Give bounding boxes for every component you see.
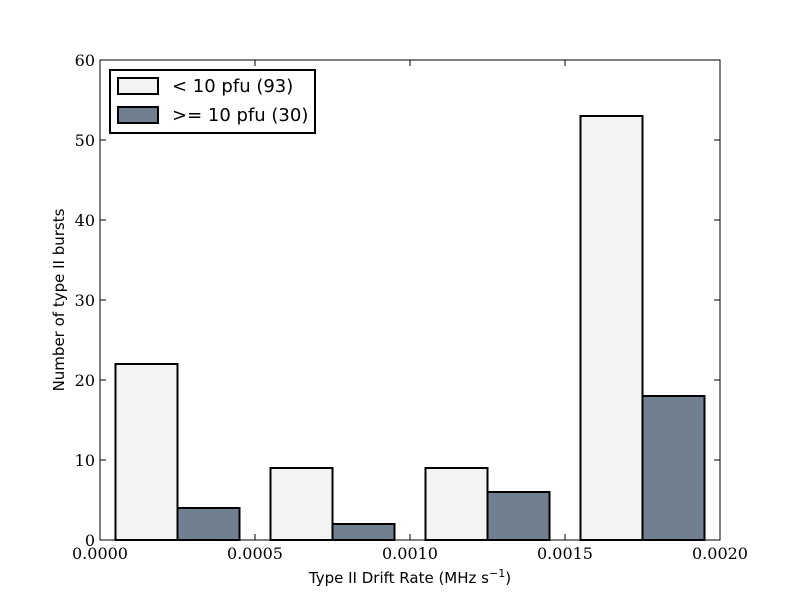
legend-swatch-above-10	[117, 106, 159, 124]
plot-frame	[99, 59, 721, 541]
y-tick-label: 0	[85, 531, 95, 550]
bars-layer	[114, 115, 706, 541]
y-tick-label: 50	[75, 131, 95, 150]
y-tick-label: 40	[75, 211, 95, 230]
x-tick-label: 0.0015	[537, 544, 593, 563]
legend-swatch-below-10	[117, 77, 159, 95]
x-tick-label: 0.0020	[692, 544, 748, 563]
x-tick-label: 0.0010	[382, 544, 438, 563]
bar-below-10-bin-2	[424, 467, 489, 541]
x-axis-title: Type II Drift Rate (MHz s−1)	[308, 567, 511, 587]
legend-label-above-10: >= 10 pfu (30)	[172, 105, 308, 126]
bar-below-10-bin-1	[269, 467, 334, 541]
y-tick-label: 60	[75, 51, 95, 70]
bar-below-10-bin-0	[114, 363, 179, 541]
y-axis-title: Number of type II bursts	[50, 208, 68, 391]
y-tick-label: 30	[75, 291, 95, 310]
legend: < 10 pfu (93) >= 10 pfu (30)	[109, 69, 316, 134]
x-tick-label: 0.0005	[227, 544, 283, 563]
y-tick-label: 10	[75, 451, 95, 470]
bar-below-10-bin-3	[579, 115, 644, 541]
x-tick-label: 0.0000	[72, 544, 128, 563]
bar-above-10-bin-2	[486, 491, 551, 541]
y-tick-label: 20	[75, 371, 95, 390]
bar-above-10-bin-3	[641, 395, 706, 541]
legend-label-below-10: < 10 pfu (93)	[172, 76, 293, 97]
ticks-layer: 0.0000 0.0005 0.0010 0.0015 0.0020 0 10 20 30 40 5…	[72, 51, 748, 563]
bar-above-10-bin-1	[331, 523, 396, 541]
bar-above-10-bin-0	[176, 507, 241, 541]
